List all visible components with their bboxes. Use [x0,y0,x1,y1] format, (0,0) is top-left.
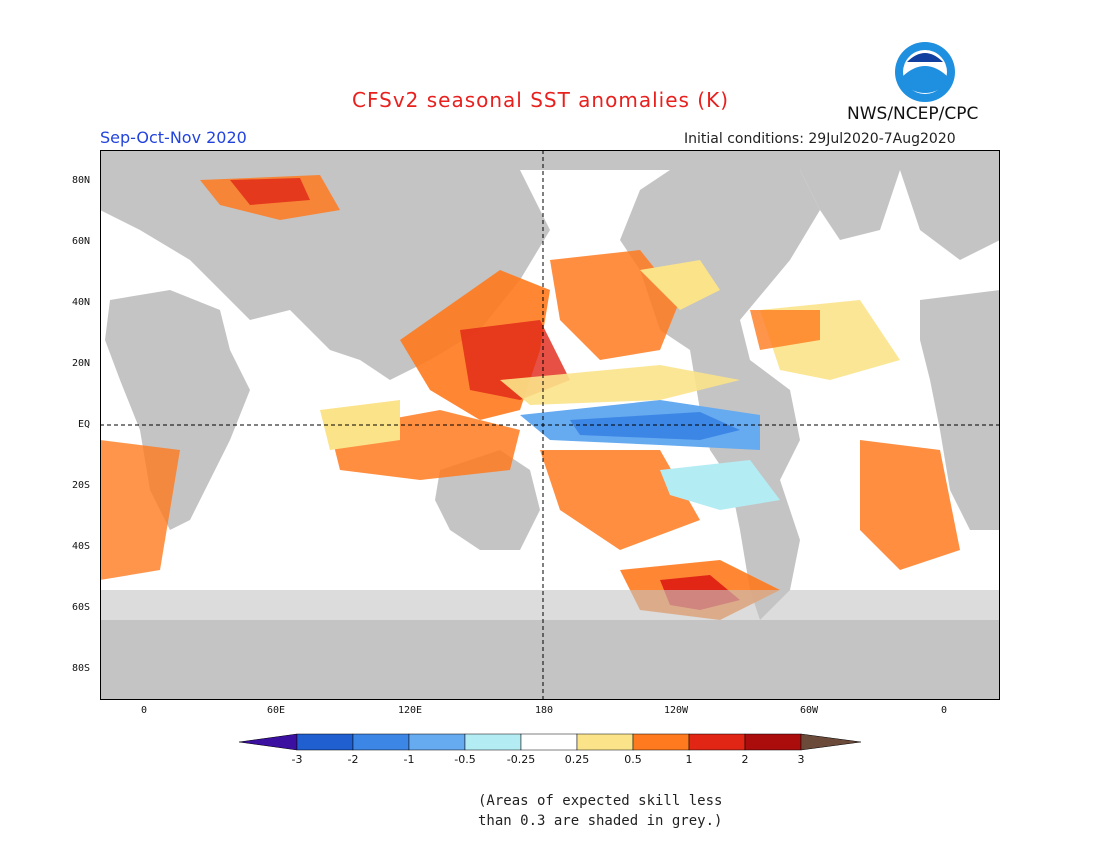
lon-label: 120E [398,705,423,716]
cb-segment [688,733,746,751]
color-scale-bar [238,733,863,755]
lon-label: 0 [141,705,148,716]
cb-segment [352,733,410,751]
lat-label: 80N [72,175,91,186]
agency-label: NWS/NCEP/CPC [847,104,979,124]
noaa-logo [893,40,957,108]
sst-anomaly-map [100,150,1000,700]
lon-label: 120W [664,705,689,716]
lat-label: 20N [72,358,91,369]
lat-label: 80S [72,663,91,674]
cb-segment [464,733,522,751]
lon-label: 60W [800,705,819,716]
cb-tick-label: -3 [291,753,303,766]
cb-segment [520,733,578,751]
africa-land [105,290,250,530]
cb-tick-label: 0.25 [564,753,590,766]
cb-tick-label: 0.5 [624,753,642,766]
season-label: Sep-Oct-Nov 2020 [100,128,247,147]
lat-label: EQ [78,419,91,430]
initial-conditions-label: Initial conditions: 29Jul2020-7Aug2020 [684,131,956,147]
lat-label: 20S [72,480,91,491]
cb-tick-label: 3 [797,753,805,766]
lat-label: 40N [72,297,91,308]
cb-segment [632,733,690,751]
cb-segment-gt-3 [800,733,862,751]
lon-label: 180 [535,705,554,716]
cb-tick-label: -1 [403,753,415,766]
cb-tick-label: -2 [347,753,359,766]
antarctica-land [100,620,1000,700]
cb-segment [576,733,634,751]
skill-footnote: (Areas of expected skill less than 0.3 a… [478,791,722,831]
lat-label: 60S [72,602,91,613]
lon-label: 60E [267,705,286,716]
map-title: CFSv2 seasonal SST anomalies (K) [352,88,729,112]
cb-segment [744,733,802,751]
footnote-line-1: (Areas of expected skill less [478,793,723,809]
cb-tick-label: 2 [741,753,749,766]
lon-label: 0 [941,705,948,716]
footnote-line-2: than 0.3 are shaded in grey.) [478,813,723,829]
cb-segment [296,733,354,751]
cb-tick-label: 1 [685,753,693,766]
cb-tick-label: -0.25 [506,753,536,766]
cb-segment-lt-3 [238,733,298,751]
cb-segment [408,733,466,751]
lat-label: 40S [72,541,91,552]
cb-tick-label: -0.5 [454,753,476,766]
lat-label: 60N [72,236,91,247]
greenland-land [800,170,900,240]
